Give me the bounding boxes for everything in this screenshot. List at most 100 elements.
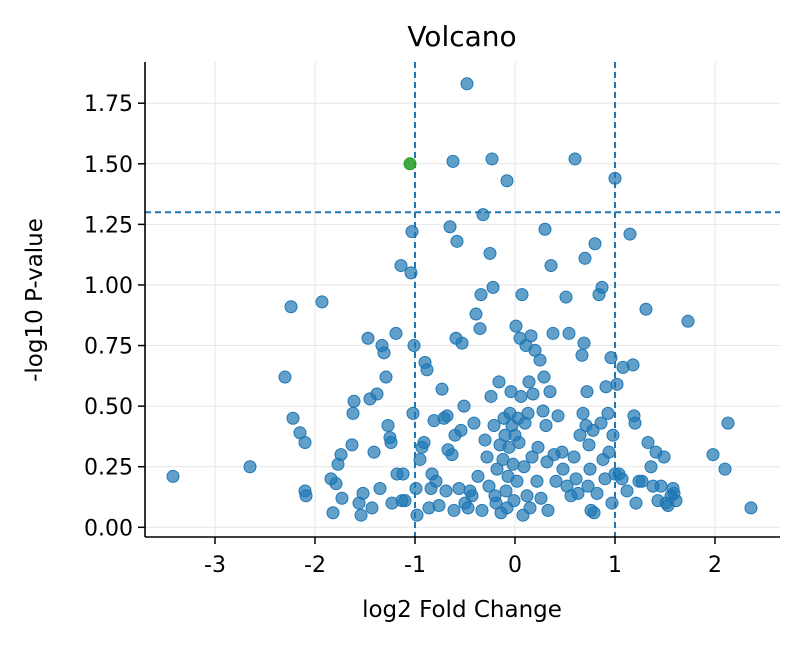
y-tick-label: 0.75 (84, 335, 133, 360)
data-point (604, 351, 618, 365)
data-point (398, 494, 412, 508)
data-point (721, 416, 735, 430)
data-point (669, 494, 683, 508)
axes (144, 62, 780, 538)
y-tick-label: 1.00 (84, 274, 133, 299)
data-point (599, 380, 613, 394)
data-point (635, 474, 649, 488)
x-tick-label: -1 (404, 553, 426, 578)
data-point (568, 152, 582, 166)
data-point (543, 385, 557, 399)
data-point (278, 370, 292, 384)
data-point (567, 450, 581, 464)
y-tick-label: 1.75 (84, 92, 133, 117)
data-point (549, 474, 563, 488)
data-point (706, 448, 720, 462)
data-point (435, 382, 449, 396)
data-point (583, 462, 597, 476)
significant-point (403, 157, 417, 171)
data-point (573, 428, 587, 442)
data-point (413, 452, 427, 466)
data-point (454, 423, 468, 437)
data-point (520, 489, 534, 503)
data-point (507, 494, 521, 508)
data-point (367, 445, 381, 459)
data-point (361, 331, 375, 345)
x-axis-label: log2 Fold Change (362, 597, 562, 623)
data-point (595, 280, 609, 294)
x-tick-label: -2 (304, 553, 326, 578)
data-point (473, 322, 487, 336)
data-point (623, 227, 637, 241)
data-point (429, 474, 443, 488)
data-point (490, 462, 504, 476)
data-point (486, 280, 500, 294)
data-point (286, 411, 300, 425)
data-point (315, 295, 329, 309)
data-point (718, 462, 732, 476)
data-point (517, 460, 531, 474)
data-point (407, 339, 421, 353)
data-point (521, 406, 535, 420)
data-point (530, 474, 544, 488)
data-point (601, 406, 615, 420)
data-point (484, 389, 498, 403)
data-point (354, 508, 368, 522)
y-tick-label: 1.25 (84, 213, 133, 238)
data-point (377, 346, 391, 360)
data-point (457, 399, 471, 413)
data-point (405, 225, 419, 239)
data-point (347, 394, 361, 408)
data-point (586, 423, 600, 437)
ticks: -3 -2 -1 0 1 2 0.00 0.25 0.50 0.75 1.00 1.25 1.50 1.7… (84, 92, 722, 578)
data-point (420, 363, 434, 377)
data-point (626, 358, 640, 372)
data-point (404, 266, 418, 280)
data-point (417, 435, 431, 449)
data-point (582, 438, 596, 452)
data-point (531, 440, 545, 454)
data-point (539, 419, 553, 433)
data-point (480, 450, 494, 464)
data-point (536, 404, 550, 418)
data-point (298, 435, 312, 449)
x-tick-label: 0 (508, 553, 522, 578)
data-point (299, 489, 313, 503)
data-point (578, 251, 592, 265)
data-points (166, 77, 758, 522)
data-point (450, 234, 464, 248)
data-point (522, 375, 536, 389)
data-point (471, 469, 485, 483)
y-tick-label: 0.50 (84, 395, 133, 420)
y-tick-label: 1.50 (84, 153, 133, 178)
data-point (334, 448, 348, 462)
data-point (284, 300, 298, 314)
data-point (526, 387, 540, 401)
data-point (639, 302, 653, 316)
chart-title: Volcano (407, 20, 516, 53)
data-point (439, 484, 453, 498)
y-tick-label: 0.25 (84, 456, 133, 481)
data-point (615, 472, 629, 486)
data-point (506, 457, 520, 471)
data-point (432, 498, 446, 512)
data-point (551, 409, 565, 423)
data-point (467, 416, 481, 430)
data-point (329, 477, 343, 491)
data-point (575, 348, 589, 362)
data-point (577, 336, 591, 350)
data-point (562, 326, 576, 340)
data-point (485, 152, 499, 166)
data-point (744, 501, 758, 515)
data-point (525, 450, 539, 464)
data-point (610, 377, 624, 391)
data-point (409, 482, 423, 496)
data-point (243, 460, 257, 474)
data-point (478, 433, 492, 447)
data-point (461, 501, 475, 515)
data-point (512, 435, 526, 449)
data-point (345, 438, 359, 452)
data-point (620, 484, 634, 498)
data-point (587, 506, 601, 520)
